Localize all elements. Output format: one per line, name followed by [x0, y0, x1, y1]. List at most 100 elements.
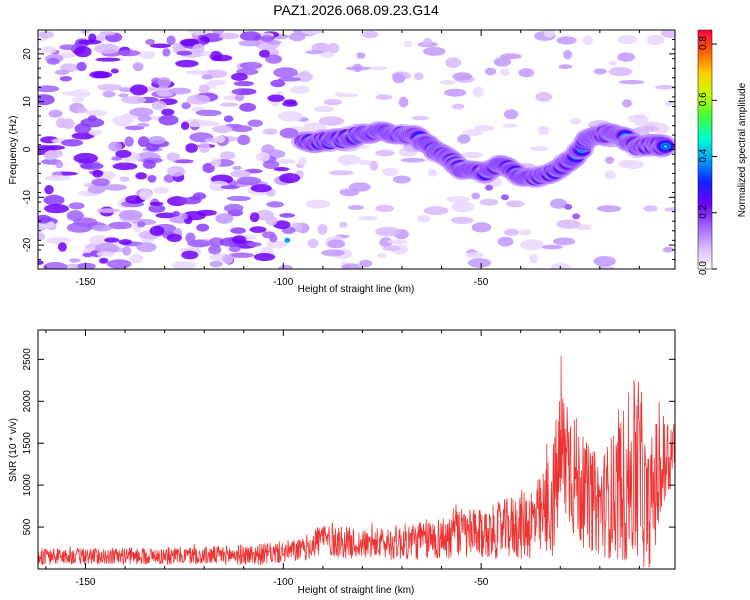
y-tick-label: 20 [22, 48, 33, 60]
noise-blob [267, 94, 285, 102]
noise-blob [535, 91, 553, 102]
noise-blob [38, 94, 55, 106]
noise-blob [124, 136, 134, 147]
noise-blob [445, 57, 462, 68]
colorbar: 0.0 0.2 0.4 0.6 0.8 Normalized spectral ampl… [697, 29, 748, 275]
noise-blob [238, 40, 261, 47]
noise-blob [465, 251, 484, 259]
noise-blob [118, 239, 133, 245]
noise-blob [377, 253, 387, 258]
noise-blob [182, 211, 207, 221]
noise-blob [55, 160, 64, 169]
noise-blob [163, 174, 176, 183]
noise-blob [44, 175, 71, 182]
noise-blob [167, 165, 186, 177]
noise-blob [608, 67, 633, 77]
noise-blob [339, 221, 348, 228]
noise-blob [549, 198, 568, 209]
noise-blob [94, 43, 120, 54]
y-tick-label: 2500 [22, 348, 33, 371]
noise-blob [187, 30, 211, 35]
noise-blob [80, 164, 94, 169]
noise-blob [290, 85, 310, 94]
noise-blob [317, 43, 326, 53]
noise-blob [56, 117, 67, 129]
noise-blob [369, 160, 379, 171]
noise-blob [261, 144, 275, 155]
noise-blob [569, 118, 582, 125]
noise-blob [273, 67, 298, 78]
noise-blob [151, 100, 167, 111]
noise-blob [422, 37, 433, 47]
noise-blob [563, 49, 572, 60]
noise-blob [196, 223, 210, 232]
noise-blob [382, 245, 400, 252]
noise-blob [493, 57, 511, 67]
noise-blob [180, 121, 190, 130]
chart-title: PAZ1.2026.068.09.23.G14 [273, 2, 439, 18]
noise-blob [305, 199, 331, 209]
signal-blob [485, 184, 493, 191]
noise-blob [158, 114, 179, 126]
noise-blob [38, 31, 55, 39]
noise-blob [327, 42, 340, 54]
noise-blob [122, 246, 132, 256]
colorbar-tick-label: 0.0 [698, 261, 709, 275]
noise-blob [501, 123, 518, 128]
noise-blob [660, 30, 675, 39]
noise-blob [279, 213, 296, 218]
noise-blob [342, 157, 352, 167]
noise-blob [207, 79, 227, 86]
noise-blob [137, 114, 152, 123]
noise-blob [328, 170, 354, 176]
noise-blob [173, 159, 194, 164]
snr-x-ticks: -150 -100 -50 [45, 330, 640, 588]
noise-blob [68, 202, 85, 210]
x-tick-label: -100 [273, 277, 293, 288]
noise-blob [627, 114, 649, 124]
noise-blob [38, 85, 60, 93]
noise-blob [69, 258, 81, 263]
noise-blob [74, 46, 92, 58]
snr-y-axis-title: SNR (10 * v/v) [8, 418, 19, 482]
noise-blob [452, 103, 465, 110]
noise-blob [375, 226, 401, 237]
noise-blob [119, 176, 130, 182]
noise-blob [368, 66, 388, 71]
spectrogram-signal [291, 121, 675, 220]
noise-blob [38, 260, 44, 265]
noise-blob [250, 184, 272, 193]
noise-blob [201, 74, 213, 80]
noise-blob [323, 98, 343, 106]
noise-blob [518, 68, 535, 78]
noise-blob [623, 160, 645, 170]
noise-blob [118, 93, 129, 98]
noise-blob [76, 61, 87, 72]
noise-blob [166, 233, 182, 243]
noise-blob [232, 165, 242, 171]
noise-blob [139, 189, 152, 201]
noise-blob [230, 170, 251, 178]
snr-series-line [38, 356, 675, 568]
noise-blob [210, 157, 222, 167]
spectrogram-y-ticks: -20 -10 0 10 20 [22, 29, 675, 270]
noise-blob [634, 126, 660, 132]
noise-blob [398, 96, 409, 108]
y-tick-label: 0 [22, 146, 33, 152]
noise-blob [168, 87, 192, 95]
noise-blob [622, 99, 632, 108]
noise-blob [88, 235, 111, 245]
noise-blob [48, 109, 63, 118]
noise-blob [73, 217, 98, 227]
noise-blob [112, 162, 138, 171]
noise-blob [138, 50, 156, 59]
noise-blob [443, 88, 467, 97]
noise-blob [230, 125, 253, 133]
noise-blob [161, 108, 175, 116]
colorbar-tick-label: 0.2 [698, 204, 709, 218]
noise-blob [171, 261, 196, 269]
noise-blob [166, 152, 180, 162]
noise-blob [446, 195, 470, 203]
noise-blob [597, 266, 615, 269]
